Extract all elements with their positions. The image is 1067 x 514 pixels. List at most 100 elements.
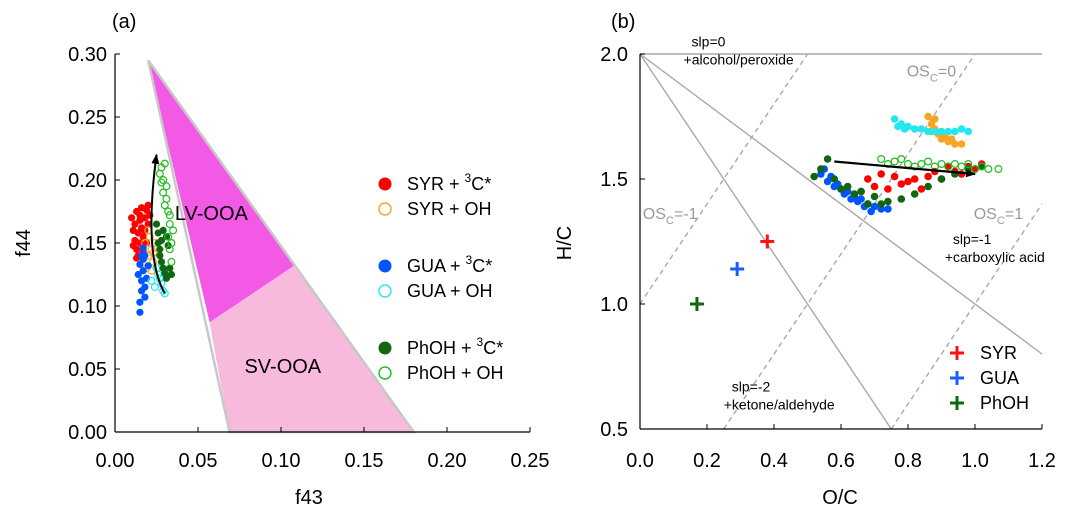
point-a-series-5	[167, 239, 176, 248]
panel-b-van-krevelen: 0.0 0.2 0.4 0.6 0.8 1.0 1.2 0.5 1.0 1.5 2.0 slp=0…	[554, 11, 1056, 509]
x-tick-label-b: 0.2	[693, 450, 721, 472]
trend-arrow-b	[834, 160, 976, 178]
y-tick-label-b: 1.0	[600, 294, 628, 316]
point-a-series-5	[164, 207, 173, 216]
region-layer	[148, 60, 414, 432]
point-a-series-5	[157, 178, 166, 187]
point-a-series-5	[169, 226, 178, 235]
point-b-series-3	[964, 127, 973, 136]
x-tick-label-a: 0.15	[345, 450, 384, 472]
point-b-series-5	[910, 162, 919, 171]
point-b-series-0	[877, 170, 885, 178]
panel-b-y-tick-labels: 0.5 1.0 1.5 2.0	[600, 44, 628, 441]
point-b-series-4	[830, 175, 839, 183]
trend-arrow-a	[150, 153, 166, 294]
point-b-series-4	[837, 185, 845, 193]
os-labels: OSC=0 OSC=-1 OSC=1	[643, 64, 1024, 228]
x-tick-label-a: 0.25	[511, 450, 550, 472]
panel-b-axes	[639, 53, 1043, 430]
precursor-cross-syr	[760, 234, 775, 249]
point-b-series-4	[810, 172, 818, 181]
point-b-series-4	[817, 165, 825, 173]
point-a-series-4	[159, 226, 167, 234]
legend-marker-a	[378, 284, 392, 298]
point-b-series-1	[947, 135, 956, 143]
legend-marker-a	[378, 366, 392, 380]
slope-annotations: slp=0 +alcohol/peroxide slp=-1 +carboxylic …	[684, 34, 1045, 413]
point-b-series-1	[931, 115, 939, 123]
point-a-series-2	[136, 298, 144, 306]
legend-marker-a	[378, 259, 392, 273]
point-a-series-3	[160, 289, 169, 298]
point-b-series-5	[950, 160, 959, 169]
x-tick-label-b: 0.8	[894, 450, 922, 472]
point-b-series-5	[924, 157, 933, 166]
panel-a-x-tick-labels: 0.00 0.05 0.10 0.15 0.20 0.25	[96, 450, 550, 472]
region-sv-ooa	[209, 265, 414, 432]
point-a-series-4	[166, 264, 174, 272]
precursor-cross-gua	[730, 262, 745, 276]
point-b-series-5	[917, 160, 926, 169]
point-b-series-5	[957, 162, 966, 171]
point-b-series-3	[937, 127, 946, 136]
panel-a-f44-vs-f43: 0.00 0.05 0.10 0.15 0.20 0.25 0.00 0.05 0.10 0.1…	[13, 11, 549, 509]
point-b-series-4	[857, 187, 865, 196]
point-b-series-4	[850, 190, 859, 198]
point-a-series-4	[156, 252, 164, 260]
point-b-series-2	[884, 205, 892, 213]
panel-b-label: (b)	[611, 11, 635, 33]
point-b-series-3	[900, 125, 909, 133]
point-b-series-4	[924, 182, 932, 191]
point-b-series-2	[867, 207, 875, 216]
point-a-series-2	[136, 260, 144, 269]
point-a-series-0	[129, 241, 137, 250]
panel-a-axes	[114, 53, 531, 433]
panel-b-x-tick-labels: 0.0 0.2 0.4 0.6 0.8 1.0 1.2	[626, 450, 1056, 472]
x-axis-title-a: f43	[295, 487, 323, 509]
point-a-series-0	[136, 211, 144, 219]
legend-marker-a	[378, 202, 392, 216]
point-b-series-0	[944, 162, 952, 171]
point-b-series-3	[917, 125, 926, 133]
region-lv-ooa	[148, 60, 295, 323]
legend-marker-b	[950, 346, 964, 360]
point-b-series-3	[951, 127, 959, 136]
point-b-series-2	[853, 197, 862, 206]
point-b-series-1	[957, 140, 966, 148]
slope-annotation-line1: slp=-2	[732, 379, 771, 395]
point-a-series-2	[144, 262, 152, 270]
legend-label-a: GUA + OH	[407, 281, 493, 301]
point-b-series-5	[977, 162, 986, 171]
y-tick-label-a: 0.10	[68, 296, 107, 318]
panel-a-y-tick-labels: 0.00 0.05 0.10 0.15 0.20 0.25 0.30	[68, 44, 107, 444]
region-label-lv-ooa: LV-OOA	[175, 203, 249, 225]
point-b-series-0	[864, 175, 872, 183]
x-axis-title-b: O/C	[822, 487, 858, 509]
panel-a-label: (a)	[112, 11, 136, 33]
point-b-series-5	[890, 157, 899, 166]
slope-annotation-line1: slp=-1	[953, 231, 992, 247]
slope-annotation-line2: +ketone/aldehyde	[724, 397, 835, 413]
point-a-series-4	[157, 258, 166, 266]
point-b-series-5	[994, 165, 1003, 174]
point-a-series-2	[134, 270, 142, 279]
point-b-series-3	[910, 125, 919, 133]
point-a-series-4	[152, 220, 161, 228]
point-a-series-4	[167, 270, 176, 279]
legend-label-a: PhOH + 3C*	[407, 335, 503, 358]
x-tick-label-a: 0.10	[262, 450, 301, 472]
slope-annotation-line2: +carboxylic acid	[945, 249, 1045, 265]
y-tick-label-b: 1.5	[600, 169, 628, 191]
point-b-series-1	[924, 112, 932, 121]
slope-annotation-line2: +alcohol/peroxide	[684, 52, 794, 68]
x-tick-label-b: 0.4	[760, 450, 788, 472]
legend-marker-b	[950, 396, 964, 410]
legend-label-a: PhOH + OH	[407, 363, 504, 383]
x-tick-label-b: 1.2	[1028, 450, 1056, 472]
y-tick-label-a: 0.25	[68, 107, 107, 129]
point-b-series-4	[884, 197, 892, 206]
point-b-series-4	[877, 200, 885, 208]
os-label: OSC=0	[907, 64, 957, 85]
os-label: OSC=1	[974, 206, 1024, 227]
x-tick-label-a: 0.05	[179, 450, 218, 472]
